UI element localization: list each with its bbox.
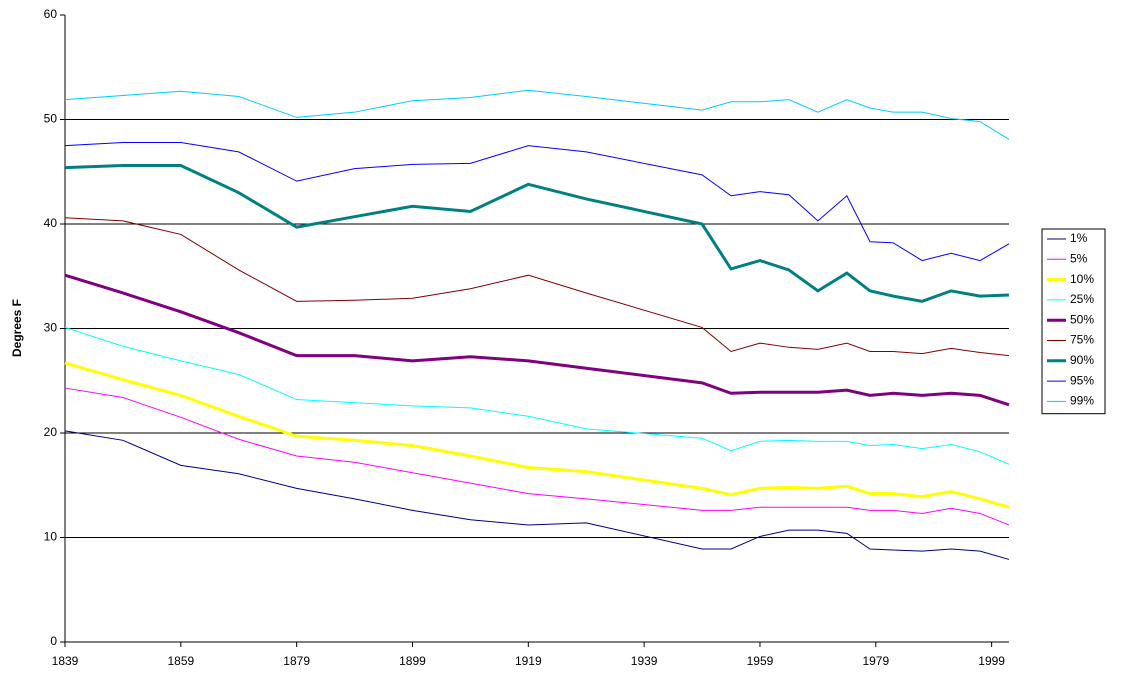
x-tick-label: 1839 [52,654,79,668]
legend-label: 5% [1070,251,1088,265]
series-line [64,430,1010,560]
legend-label: 90% [1070,353,1094,367]
series-line [64,163,1010,303]
x-tick-label: 1899 [399,654,426,668]
series-line [64,273,1010,407]
y-axis-label: Degrees F [10,299,24,357]
legend-label: 99% [1070,394,1094,408]
y-tick-label: 30 [44,321,58,335]
x-tick-label: 1859 [167,654,194,668]
x-tick-label: 1979 [862,654,889,668]
x-tick-label: 1879 [283,654,310,668]
series-line [64,361,1010,509]
x-tick-label: 1919 [515,654,542,668]
series-line [64,217,1010,357]
legend-label: 75% [1070,333,1094,347]
legend-label: 95% [1070,373,1094,387]
legend-label: 50% [1070,312,1094,326]
series-line [64,326,1010,465]
series-line [64,387,1010,526]
legend-label: 10% [1070,272,1094,286]
y-tick-label: 10 [44,530,58,544]
legend-label: 25% [1070,292,1094,306]
series-line [64,141,1010,262]
x-tick-label: 1959 [747,654,774,668]
y-tick-label: 50 [44,112,58,126]
x-tick-label: 1999 [978,654,1005,668]
y-tick-label: 40 [44,216,58,230]
series-line [64,89,1010,140]
y-tick-label: 20 [44,425,58,439]
y-tick-label: 0 [50,634,57,648]
y-tick-label: 60 [44,7,58,21]
x-tick-label: 1939 [631,654,658,668]
legend-label: 1% [1070,231,1088,245]
